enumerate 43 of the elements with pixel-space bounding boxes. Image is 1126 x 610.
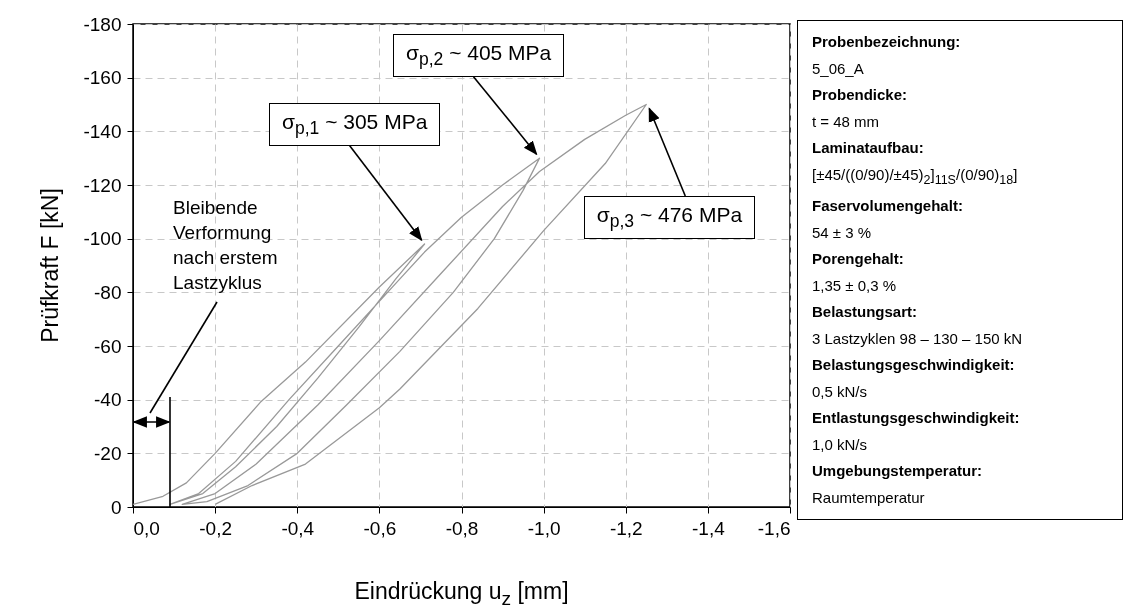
y-tick-label: 0: [110, 496, 122, 518]
text: t = 48 mm: [812, 111, 881, 132]
text: Laminataufbau:: [812, 138, 925, 158]
x-tick-label: -0,2: [199, 517, 232, 539]
text: 3 Lastzyklen 98 – 130 – 150 kN: [812, 328, 1024, 349]
y-axis-title: Prüfkraft F [kN]: [36, 186, 64, 345]
text: [±45/((0/90)/±45)$_{2}$]$_{11S}$/(0/90)$_{18}$]: [812, 164, 1019, 189]
text: Faservolumengehalt:: [812, 196, 964, 216]
text: 0,5 kN/s: [812, 381, 869, 402]
text: Belastungsart:: [812, 302, 919, 322]
text: Raumtemperatur: [812, 487, 926, 508]
y-tick-label: -100: [83, 228, 122, 250]
y-tick-label: -120: [83, 174, 122, 196]
text: Umgebungstemperatur:: [812, 461, 984, 481]
x-tick-label: -1,6: [757, 517, 791, 539]
y-tick-label: -180: [83, 13, 122, 35]
text: Probenbezeichnung:: [812, 32, 962, 52]
y-tick-label: -160: [83, 67, 122, 89]
y-tick-label: -40: [94, 389, 122, 411]
text: 54 ± 3 %: [812, 222, 873, 243]
y-tick-label: -60: [94, 335, 122, 357]
x-tick-label: 0,0: [133, 517, 160, 539]
x-axis-title: Eindrückung u$_{z}$ [mm]: [353, 578, 570, 610]
text: Belastungsgeschwindigkeit:: [812, 355, 1016, 375]
text: Probendicke:: [812, 85, 909, 105]
y-tick-label: -20: [94, 442, 122, 464]
text: 1,35 ± 0,3 %: [812, 275, 898, 296]
x-tick-label: -0,8: [445, 517, 479, 539]
text: Porengehalt:: [812, 249, 905, 269]
x-tick-label: -1,4: [692, 517, 726, 539]
text: Entlastungsgeschwindigkeit:: [812, 408, 1021, 428]
x-tick-label: -0,6: [363, 517, 397, 539]
annotation: σ$_{p,3}$ ~ 476 MPa: [583, 196, 756, 240]
y-tick-label: -140: [83, 120, 122, 142]
x-tick-label: -1,2: [609, 517, 643, 539]
text: 5_06_A: [812, 58, 865, 79]
text: 1,0 kN/s: [812, 434, 869, 455]
annotation: σ$_{p,1}$ ~ 305 MPa: [269, 102, 441, 146]
x-tick-label: -1,0: [527, 517, 561, 539]
y-tick-label: -80: [94, 281, 122, 303]
x-tick-label: -0,4: [281, 517, 315, 539]
annotation: σ$_{p,2}$ ~ 405 MPa: [393, 33, 565, 77]
annotation: Bleibende Verformung nach erstem Lastzyklus: [173, 196, 279, 295]
